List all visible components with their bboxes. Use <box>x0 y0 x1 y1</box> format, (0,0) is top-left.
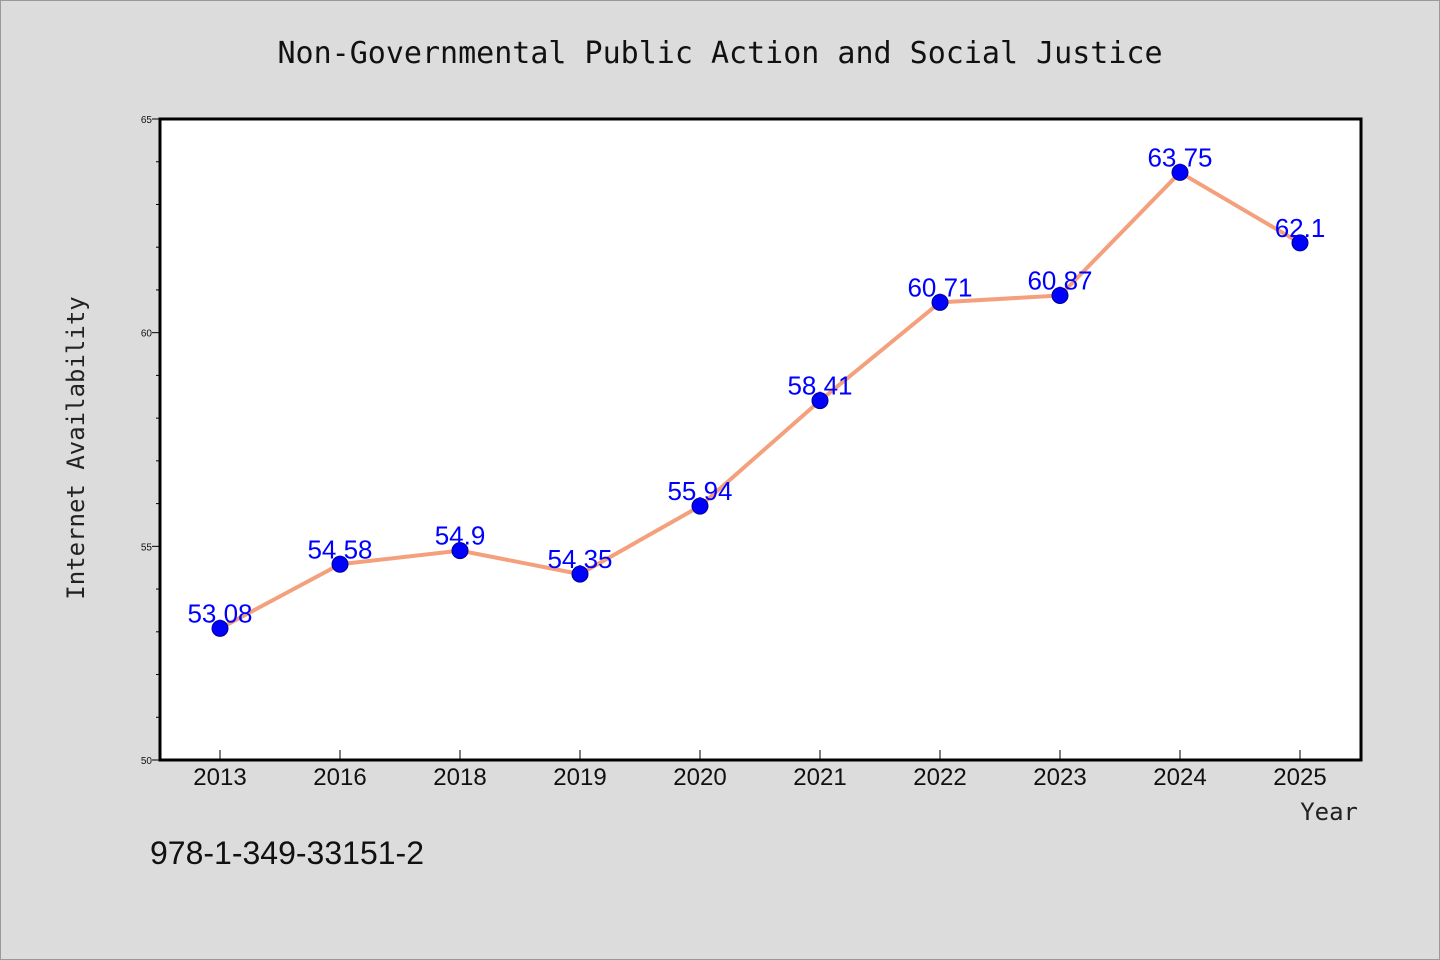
data-point-marker <box>211 619 229 637</box>
data-label: 62.1 <box>1275 213 1326 243</box>
isbn-label: 978-1-349-33151-2 <box>150 835 424 871</box>
data-point-marker <box>331 555 349 573</box>
plot-area <box>158 117 1363 762</box>
data-label: 53.08 <box>187 598 252 628</box>
y-tick-label: 65 <box>141 115 153 126</box>
data-point-marker <box>691 497 709 515</box>
x-tick-label: 2013 <box>193 764 246 791</box>
x-tick-label: 2022 <box>913 764 966 791</box>
data-point-marker <box>931 293 949 311</box>
data-point-marker <box>1171 163 1189 181</box>
data-point-marker <box>451 542 469 560</box>
data-point-marker <box>1051 286 1069 304</box>
markers-group <box>211 163 1309 637</box>
data-label: 58.41 <box>787 371 852 401</box>
data-label: 60.87 <box>1027 265 1092 295</box>
data-label: 54.35 <box>547 544 612 574</box>
data-label: 63.75 <box>1147 142 1212 172</box>
data-label: 54.58 <box>307 534 372 564</box>
y-axis-label: Internet Availability <box>62 296 90 599</box>
y-tick-label: 55 <box>141 542 153 553</box>
x-axis: 2013 2016 2018 2019 2020 2021 2022 2023 2024 2025 <box>193 750 1327 791</box>
data-point-marker <box>1291 234 1309 252</box>
x-tick-label: 2023 <box>1033 764 1086 791</box>
x-tick-label: 2024 <box>1153 764 1206 791</box>
chart-title: Non-Governmental Public Action and Socia… <box>277 36 1162 71</box>
y-tick-label: 60 <box>141 329 153 340</box>
x-tick-label: 2021 <box>793 764 846 791</box>
data-label: 54.9 <box>435 521 486 551</box>
series-line-group <box>218 170 1302 631</box>
x-tick-label: 2025 <box>1273 764 1326 791</box>
x-axis-label: Year <box>1300 798 1358 826</box>
y-axis: 50 55 60 65 <box>141 115 160 767</box>
x-tick-label: 2018 <box>433 764 486 791</box>
data-labels-group: 53.08 54.58 54.9 54.35 55.94 58.41 60.71 60.87 6… <box>187 142 1325 628</box>
data-label: 55.94 <box>667 476 732 506</box>
x-tick-label: 2019 <box>553 764 606 791</box>
series-line <box>218 170 1302 631</box>
x-tick-label: 2016 <box>313 764 366 791</box>
x-tick-label: 2020 <box>673 764 726 791</box>
data-point-marker <box>811 392 829 410</box>
data-point-marker <box>571 565 589 583</box>
data-label: 60.71 <box>907 272 972 302</box>
y-tick-label: 50 <box>141 756 153 767</box>
